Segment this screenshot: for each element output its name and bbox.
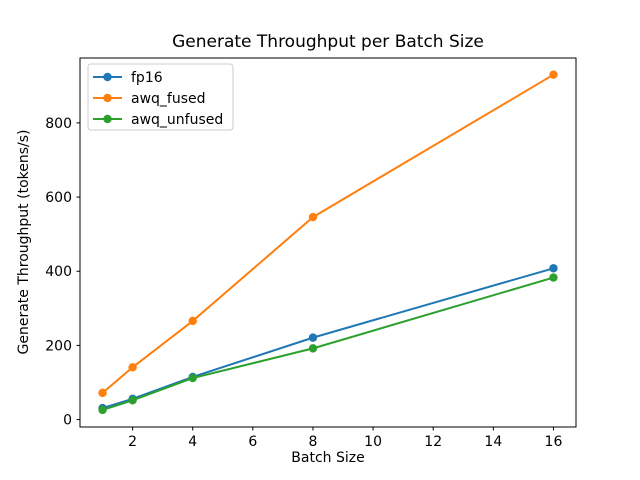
data-point-awq_fused: [308, 212, 318, 222]
x-axis-label: Batch Size: [291, 450, 364, 466]
data-point-awq_fused: [549, 70, 558, 79]
y-tick-label: 800: [45, 116, 72, 132]
series-line-awq_unfused: [102, 276, 554, 411]
y-tick-label: 0: [63, 413, 72, 429]
legend-marker-icon: [103, 72, 112, 82]
x-tick-label: 10: [364, 434, 382, 450]
legend-marker-icon: [103, 114, 112, 124]
y-axis-label: Generate Throughput (tokens/s): [16, 130, 32, 355]
plot-area: 2 4 6 8 10 12 14 16 0 200 400 600 800: [45, 57, 577, 450]
data-point-awq_unfused: [98, 405, 107, 415]
legend-label: fp16: [131, 70, 163, 86]
data-point-awq_unfused: [549, 273, 558, 282]
chart-title: Generate Throughput per Batch Size: [172, 32, 484, 52]
x-tick-label: 2: [128, 434, 137, 450]
axes-border: [79, 57, 577, 428]
x-tick-label: 16: [545, 434, 563, 450]
y-tick-label: 400: [45, 264, 72, 280]
y-tick-label: 600: [45, 190, 72, 206]
x-tick-label: 14: [484, 434, 502, 450]
legend-box: [87, 63, 234, 131]
legend-label: awq_fused: [131, 91, 206, 107]
legend-marker-icon: [103, 93, 112, 103]
data-point-awq_fused: [98, 388, 107, 398]
data-point-awq_unfused: [188, 373, 197, 383]
data-point-awq_fused: [128, 363, 137, 372]
legend-label: awq_unfused: [131, 112, 223, 128]
data-point-fp16: [549, 264, 558, 273]
x-tick-label: 6: [248, 434, 257, 450]
x-tick-label: 4: [188, 434, 197, 450]
data-point-awq_unfused: [128, 396, 137, 405]
x-tick-label: 12: [424, 434, 442, 450]
y-tick-label: 200: [45, 338, 72, 354]
data-point-awq_unfused: [308, 344, 318, 353]
legend: fp16 awq_fused awq_unfused: [87, 63, 234, 131]
data-point-awq_fused: [188, 316, 197, 326]
data-point-fp16: [308, 333, 318, 342]
x-tick-label: 8: [309, 434, 318, 450]
